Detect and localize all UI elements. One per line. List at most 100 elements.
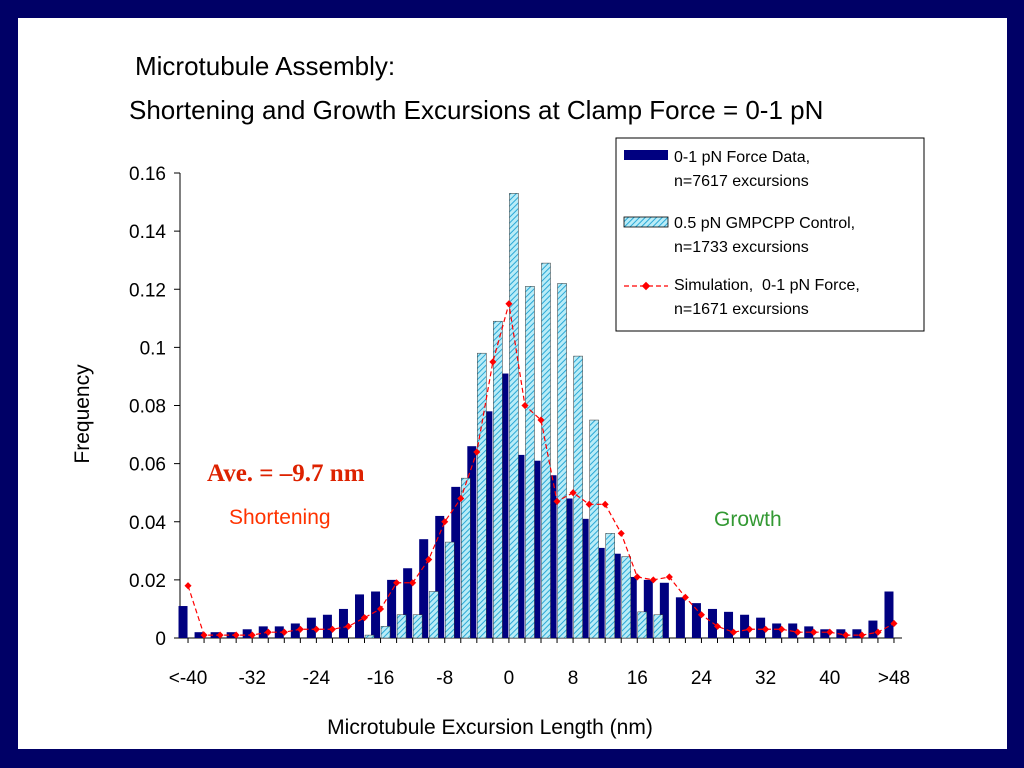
- x-tick-label: >48: [878, 668, 910, 689]
- force-bar: [419, 539, 429, 638]
- simulation-point: [425, 555, 433, 564]
- force-bar: [371, 591, 381, 638]
- control-bar: [589, 419, 599, 639]
- force-bar: [338, 608, 348, 638]
- x-tick-label: -24: [303, 668, 331, 689]
- force-bar: [852, 629, 862, 638]
- force-data-bars: [178, 373, 894, 638]
- force-bar: [258, 626, 268, 638]
- force-bar: [242, 629, 252, 638]
- simulation-point: [762, 625, 770, 633]
- simulation-point: [569, 489, 577, 497]
- simulation-point: [521, 401, 529, 410]
- force-bar: [194, 632, 204, 638]
- x-tick-label: 32: [755, 668, 776, 689]
- x-tick-label: <-40: [169, 668, 208, 689]
- force-bar: [627, 576, 637, 638]
- simulation-point: [617, 529, 625, 537]
- simulation-point: [729, 628, 738, 636]
- simulation-point: [505, 300, 513, 308]
- legend-swatch-control: [623, 216, 669, 228]
- control-bar: [509, 193, 519, 639]
- x-axis-label: Microtubule Excursion Length (nm): [327, 716, 653, 739]
- force-bar: [435, 515, 445, 638]
- simulation-point: [393, 579, 401, 587]
- x-tick-label: 40: [819, 668, 840, 689]
- average-annotation: Ave. = –9.7 nm: [207, 460, 365, 487]
- simulation-point: [264, 628, 272, 636]
- simulation-point: [858, 631, 866, 639]
- force-bar: [724, 611, 734, 638]
- y-axis: 0 0.02 0.04 0.06 0.08 0.1 0.12 0.14 0.16: [129, 164, 181, 650]
- control-bar: [380, 626, 391, 639]
- simulation-point: [601, 500, 609, 508]
- y-tick-label: 0.08: [129, 397, 166, 418]
- simulation-point: [200, 631, 208, 639]
- simulation-point: [280, 628, 288, 636]
- simulation-point: [794, 628, 802, 636]
- force-bar: [226, 632, 236, 638]
- control-bar: [428, 591, 439, 639]
- simulation-point: [874, 628, 882, 636]
- y-tick-label: 0.04: [129, 513, 166, 534]
- x-tick-label: -8: [436, 668, 453, 689]
- simulation-point: [489, 358, 497, 366]
- control-bar: [493, 320, 503, 639]
- force-bar: [322, 614, 332, 638]
- simulation-point: [890, 619, 898, 628]
- legend-simulation-line1: Simulation, 0-1 pN Force,: [674, 277, 860, 294]
- control-bar: [412, 614, 423, 639]
- shortening-annotation: Shortening: [229, 506, 331, 529]
- control-bar: [477, 352, 487, 639]
- force-bar: [675, 597, 685, 638]
- x-tick-label: 16: [627, 668, 648, 689]
- force-bar: [306, 617, 316, 638]
- y-tick-label: 0.02: [129, 571, 166, 592]
- y-tick-label: 0.14: [129, 222, 166, 243]
- force-bar: [563, 498, 573, 638]
- simulation-point: [409, 579, 417, 587]
- simulation-point: [344, 622, 353, 630]
- force-bar: [691, 603, 701, 638]
- simulation-point: [537, 416, 545, 424]
- simulation-point: [360, 614, 369, 622]
- force-bar: [756, 617, 766, 638]
- simulation-point: [810, 628, 818, 636]
- control-bar: [364, 634, 375, 639]
- control-bar: [461, 477, 471, 639]
- force-bar: [483, 411, 493, 638]
- x-tick-label: 0: [504, 668, 515, 689]
- force-bar: [531, 460, 541, 638]
- simulation-point: [377, 605, 385, 613]
- simulation-point: [681, 593, 689, 601]
- force-bar: [611, 553, 621, 638]
- simulation-point: [633, 573, 641, 581]
- x-axis: <-40 -32 -24 -16 -8 0 8 16 24 32 40 >48: [169, 637, 910, 689]
- simulation-point: [842, 631, 850, 639]
- control-bar: [396, 614, 407, 639]
- control-bar: [557, 283, 567, 639]
- legend-force-line1: 0-1 pN Force Data,: [674, 149, 810, 166]
- control-bar: [637, 611, 648, 639]
- y-tick-label: 0.1: [140, 338, 166, 359]
- simulation-point: [216, 631, 224, 639]
- x-tick-label: -16: [367, 668, 394, 689]
- y-tick-label: 0.16: [129, 164, 166, 185]
- force-bar: [659, 582, 669, 638]
- growth-annotation: Growth: [714, 508, 782, 531]
- legend-control-line1: 0.5 pN GMPCPP Control,: [674, 215, 855, 232]
- chart: Microtubule Assembly: Shortening and Gro…: [71, 51, 925, 739]
- simulation-point: [184, 582, 192, 590]
- control-bar: [653, 614, 664, 639]
- force-bar: [387, 579, 397, 638]
- x-tick-label: 24: [691, 668, 713, 689]
- force-bar: [290, 623, 300, 638]
- force-bar: [355, 594, 365, 638]
- slide-title-line1: Microtubule Assembly:: [135, 51, 395, 81]
- y-tick-label: 0.12: [129, 280, 166, 301]
- force-bar: [772, 623, 782, 638]
- simulation-point: [232, 631, 240, 639]
- simulation-series: [184, 300, 898, 639]
- slide-title-line2: Shortening and Growth Excursions at Clam…: [129, 95, 823, 125]
- legend-swatch-simulation-marker: [641, 281, 651, 291]
